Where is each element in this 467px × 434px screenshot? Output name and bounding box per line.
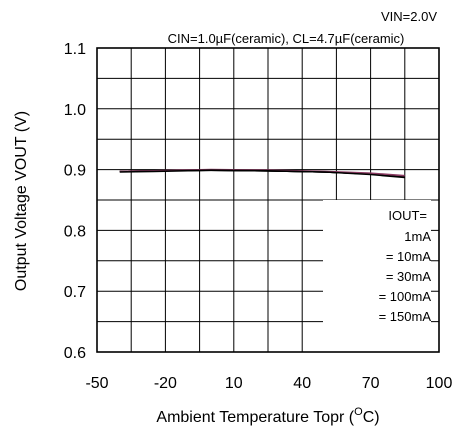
x-tick-label: -50 bbox=[85, 375, 108, 392]
y-tick-label: 0.9 bbox=[64, 163, 86, 180]
legend-title: IOUT= bbox=[388, 208, 427, 223]
y-tick-labels: 0.6 0.7 0.8 0.9 1.0 1.1 bbox=[64, 41, 86, 362]
series-line-150mA bbox=[119, 169, 405, 179]
x-axis-label: Ambient Temperature Topr (OC) bbox=[156, 406, 379, 426]
y-axis-label: Output Voltage VOUT (V) bbox=[13, 111, 30, 291]
legend-entry: = 10mA bbox=[386, 249, 431, 264]
legend-entry: = 100mA bbox=[379, 289, 432, 304]
legend-entry: 1mA bbox=[404, 229, 431, 244]
x-tick-label: -20 bbox=[154, 375, 177, 392]
plot-frame bbox=[96, 47, 440, 353]
legend-box bbox=[323, 200, 431, 352]
x-tick-labels: -50 -20 10 40 70 100 bbox=[85, 375, 452, 392]
legend: 1mA = 10mA = 30mA = 100mA = 150mA bbox=[379, 229, 432, 324]
y-tick-label: 0.8 bbox=[64, 223, 86, 240]
legend-entry: = 30mA bbox=[386, 269, 431, 284]
legend-entry: = 150mA bbox=[379, 309, 432, 324]
condition-top: VIN=2.0V bbox=[381, 9, 437, 24]
condition-sub: CIN=1.0µF(ceramic), CL=4.7µF(ceramic) bbox=[168, 31, 405, 46]
x-tick-label: 100 bbox=[426, 375, 453, 392]
x-tick-label: 40 bbox=[293, 375, 311, 392]
y-tick-label: 0.7 bbox=[64, 284, 86, 301]
x-tick-label: 70 bbox=[362, 375, 380, 392]
x-axis-label-main: Ambient Temperature Topr ( bbox=[156, 409, 354, 426]
y-tick-label: 1.0 bbox=[64, 102, 86, 119]
x-axis-label-degree: O bbox=[354, 406, 363, 418]
y-tick-label: 0.6 bbox=[64, 345, 86, 362]
x-tick-label: 10 bbox=[225, 375, 243, 392]
y-tick-label: 1.1 bbox=[64, 41, 86, 58]
series-group bbox=[119, 168, 405, 179]
x-axis-label-unit: C) bbox=[363, 409, 380, 426]
